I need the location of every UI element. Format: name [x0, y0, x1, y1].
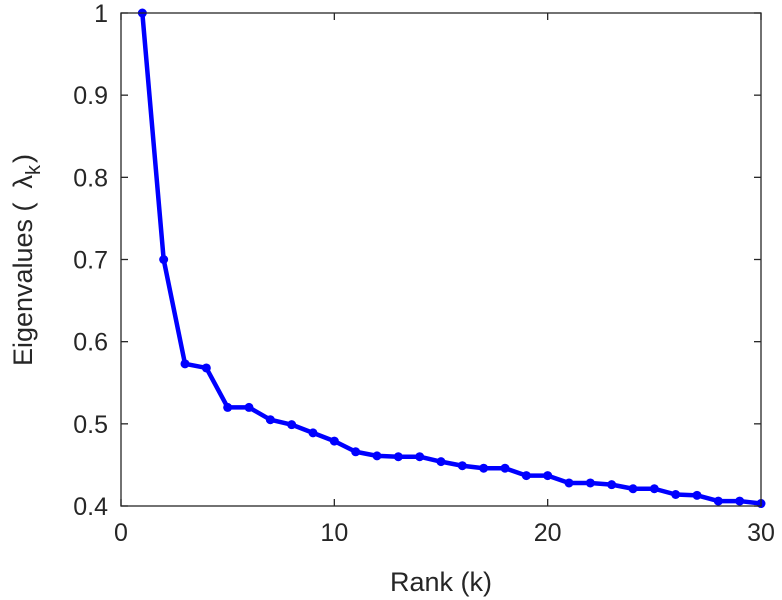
- data-point: [308, 428, 318, 438]
- x-tick-label: 20: [534, 519, 562, 547]
- y-axis-title-subscript: k: [23, 164, 45, 175]
- data-point: [287, 420, 297, 430]
- data-point: [607, 480, 617, 490]
- y-tick-label: 0.5: [73, 411, 108, 439]
- y-tick-label: 0.7: [73, 247, 108, 275]
- y-axis: 0.4 0.5 0.6 0.7 0.8 0.9 1: [73, 0, 761, 521]
- data-point: [351, 447, 361, 457]
- data-point: [735, 496, 745, 506]
- data-point: [585, 478, 595, 488]
- data-point: [415, 452, 425, 462]
- data-point: [372, 451, 382, 461]
- series-line: [140, 10, 764, 506]
- x-tick-label: 0: [114, 519, 128, 547]
- x-axis-title: Rank (k): [390, 567, 492, 597]
- data-point: [329, 436, 339, 446]
- data-point: [223, 402, 233, 412]
- x-axis: 0 10 20 30: [114, 13, 775, 547]
- y-axis-title-close: ): [8, 154, 38, 163]
- y-tick-label: 0.6: [73, 329, 108, 357]
- data-point: [713, 496, 723, 506]
- data-point: [180, 359, 190, 369]
- data-point: [159, 255, 169, 264]
- x-tick-label: 30: [747, 519, 775, 547]
- data-point: [201, 363, 211, 373]
- data-point: [244, 402, 254, 412]
- data-point: [436, 457, 446, 467]
- data-point: [265, 415, 275, 425]
- y-tick-label: 0.8: [73, 164, 108, 192]
- plot-area: [137, 8, 766, 509]
- data-point: [457, 461, 467, 471]
- data-point: [479, 463, 489, 473]
- data-point: [521, 471, 531, 481]
- data-point: [649, 484, 659, 494]
- data-point: [628, 484, 638, 494]
- data-point: [393, 452, 403, 462]
- y-tick-label: 1: [94, 0, 108, 28]
- y-axis-title-main: Eigenvalues (: [8, 202, 38, 366]
- y-axis-title: Eigenvalues ( λk): [8, 154, 45, 366]
- data-point: [671, 489, 681, 499]
- y-tick-label: 0.4: [73, 493, 108, 521]
- y-axis-title-symbol: λ: [8, 174, 38, 188]
- data-point: [564, 478, 574, 488]
- axes-frame: [120, 12, 762, 507]
- data-point: [500, 463, 510, 473]
- data-point: [543, 471, 553, 481]
- data-point: [692, 490, 702, 500]
- y-tick-label: 0.9: [73, 82, 108, 110]
- x-tick-label: 10: [320, 519, 348, 547]
